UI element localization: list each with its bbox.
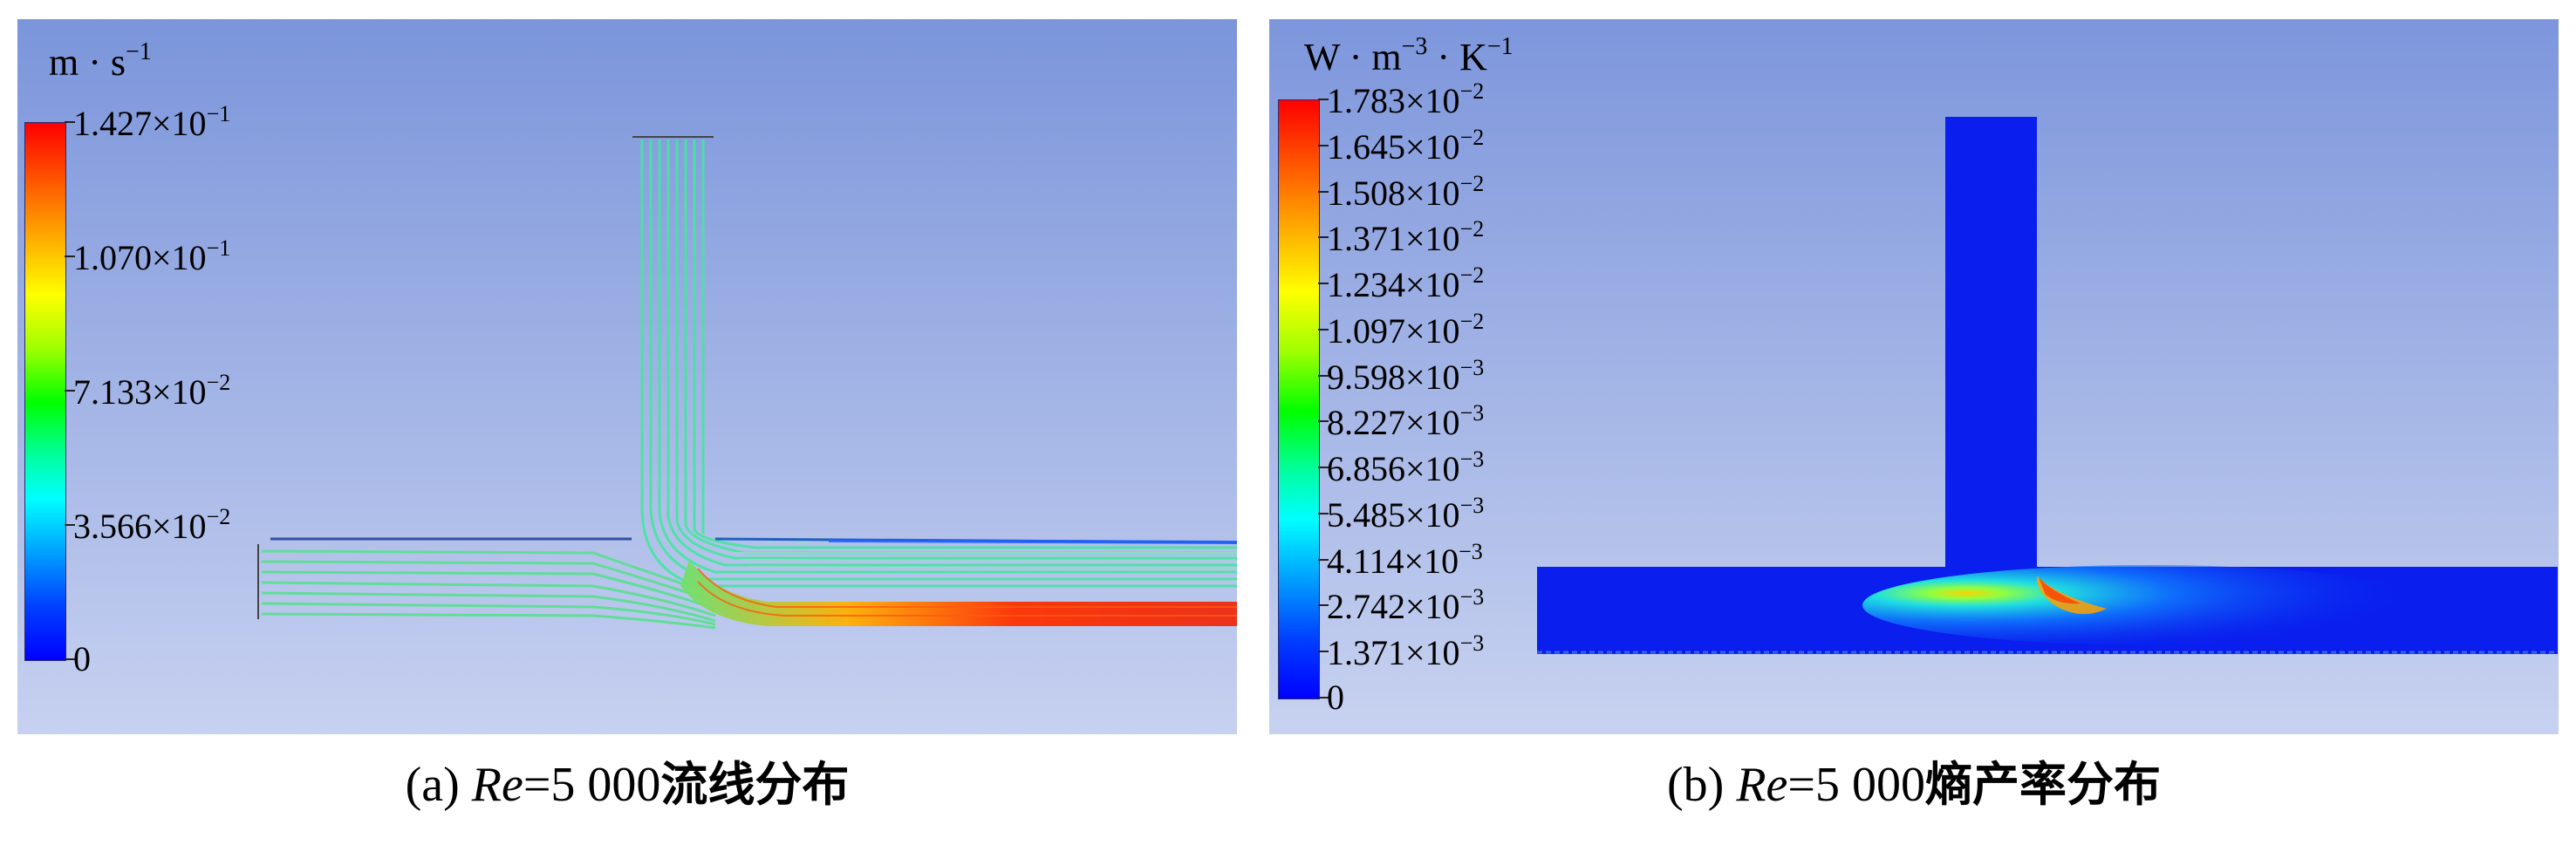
jet-streamlines xyxy=(697,568,1237,617)
colorbar-tick-mark xyxy=(65,390,75,392)
colorbar-tick-label: 3.566×10−2 xyxy=(73,504,231,546)
caption-b: (b) Re=5 000熵产率分布 xyxy=(1667,757,2161,812)
entropy-unit-label: W · m−3 · K−1 xyxy=(1304,33,1513,78)
colorbar-tick-label: 5.485×10−3 xyxy=(1327,492,1485,535)
caption-a: (a) Re=5 000流线分布 xyxy=(405,757,850,812)
colorbar-tick-mark xyxy=(1318,420,1329,423)
colorbar-tick-mark xyxy=(65,658,75,660)
colorbar-tick-label: 1.783×10−2 xyxy=(1327,78,1485,120)
colorbar-tick-mark xyxy=(1318,144,1329,147)
colorbar-tick-mark xyxy=(1318,467,1329,469)
colorbar-tick-label: 1.097×10−2 xyxy=(1327,308,1485,351)
colorbar-tick-mark xyxy=(65,256,75,257)
colorbar-tick-mark xyxy=(1318,651,1329,653)
streamline-plot xyxy=(17,19,1237,734)
colorbar-tick-mark xyxy=(1318,604,1329,607)
panel-streamline: m · s−1 1.427×10−1 1.070×10−1 7.133×10−2 3.… xyxy=(17,19,1237,734)
colorbar-tick-label: 7.133×10−2 xyxy=(73,370,231,412)
colorbar-tick-mark xyxy=(1318,512,1329,514)
colorbar-tick-mark xyxy=(1318,558,1329,561)
colorbar-tick-mark xyxy=(1318,283,1329,285)
high-velocity-jet xyxy=(680,560,1237,626)
recirculation-streamlines xyxy=(733,537,1237,569)
colorbar-tick-label: 1.427×10−1 xyxy=(73,101,231,143)
colorbar-tick-mark xyxy=(1318,697,1329,698)
colorbar-tick-label: 0 xyxy=(73,639,91,678)
colorbar-tick-label: 2.742×10−3 xyxy=(1327,584,1485,627)
entropy-colorbar xyxy=(1278,99,1320,699)
colorbar-tick-mark xyxy=(1318,190,1329,193)
colorbar-tick-label: 9.598×10−3 xyxy=(1327,354,1485,397)
main-pipe-wall-bright xyxy=(828,539,1237,544)
colorbar-tick-label: 1.371×10−3 xyxy=(1327,630,1485,673)
colorbar-tick-label: 1.234×10−2 xyxy=(1327,262,1485,305)
colorbar-tick-label: 1.508×10−2 xyxy=(1327,170,1485,213)
colorbar-tick-label: 4.114×10−3 xyxy=(1327,538,1483,581)
colorbar-tick-label: 0 xyxy=(1327,678,1344,717)
colorbar-tick-mark xyxy=(1318,328,1329,331)
velocity-unit-label: m · s−1 xyxy=(49,38,152,84)
colorbar-tick-mark xyxy=(1318,99,1329,100)
colorbar-tick-label: 6.856×10−3 xyxy=(1327,446,1485,489)
colorbar-tick-label: 1.371×10−2 xyxy=(1327,216,1485,259)
velocity-colorbar xyxy=(24,122,66,661)
colorbar-tick-mark xyxy=(65,524,75,526)
colorbar-tick-label: 1.070×10−1 xyxy=(73,235,231,277)
colorbar-tick-label: 8.227×10−3 xyxy=(1327,400,1485,443)
colorbar-tick-mark xyxy=(1318,236,1329,239)
shear-layer-hotspot xyxy=(2037,576,2107,615)
high-entropy-region xyxy=(1862,565,2438,645)
colorbar-tick-mark xyxy=(1318,374,1329,377)
vertical-branch xyxy=(1945,117,2037,588)
shear-layer-core xyxy=(2039,577,2081,604)
panel-entropy: W · m−3 · K−1 1.783×10−2 1.645×10−2 1.508×… xyxy=(1269,19,2559,734)
vertical-streamlines xyxy=(640,140,1237,588)
colorbar-tick-label: 1.645×10−2 xyxy=(1327,124,1485,167)
entropy-plot xyxy=(1269,19,2559,734)
colorbar-tick-mark xyxy=(65,121,75,123)
